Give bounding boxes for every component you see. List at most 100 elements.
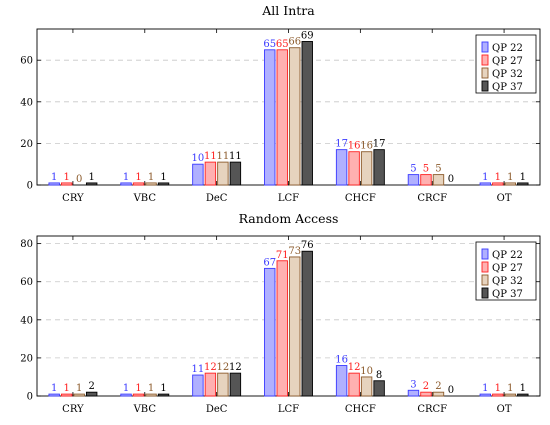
data-label: 16: [360, 141, 373, 152]
data-label: 1: [148, 383, 154, 394]
legend-label: QP 37: [492, 82, 523, 93]
data-label: 2: [423, 381, 429, 392]
x-tick-label: CRY: [62, 404, 84, 415]
data-label: 3: [410, 379, 416, 390]
bar: [73, 393, 85, 397]
bar: [432, 174, 445, 186]
bar: [120, 182, 132, 186]
data-label: 12: [204, 362, 217, 373]
x-tick-label: LCF: [278, 193, 299, 204]
legend-label: QP 32: [492, 69, 523, 80]
bar: [276, 49, 288, 186]
bar: [145, 182, 157, 186]
y-tick-label: 60: [20, 56, 33, 67]
y-tick-label: 80: [20, 239, 33, 250]
data-label: 76: [301, 240, 314, 251]
data-label: 11: [192, 364, 205, 375]
y-tick-label: 60: [20, 277, 33, 288]
bar: [204, 372, 217, 397]
bar: [504, 182, 517, 186]
data-label: 10: [192, 153, 205, 164]
bar: [60, 182, 73, 186]
bar: [517, 393, 529, 397]
bar: [264, 49, 276, 186]
bar: [420, 391, 432, 397]
legend-swatch: [481, 261, 489, 273]
legend-swatch: [481, 54, 489, 66]
bar: [479, 182, 492, 186]
bar: [204, 161, 217, 186]
data-label: 0: [448, 385, 454, 396]
bar: [360, 151, 373, 186]
data-label: 17: [335, 139, 348, 150]
x-tick-label: DeC: [206, 404, 228, 415]
data-label: 1: [148, 172, 154, 183]
data-label: 1: [495, 383, 501, 394]
chart-title: All Intra: [261, 3, 315, 18]
bar: [348, 151, 360, 186]
data-label: 11: [217, 151, 230, 162]
bar: [432, 391, 445, 397]
plot-frame: [36, 28, 541, 186]
data-label: 0: [76, 174, 82, 185]
data-label: 5: [423, 164, 429, 175]
legend-label: QP 22: [492, 250, 523, 261]
y-tick-label: 40: [20, 315, 33, 326]
bar: [289, 256, 301, 397]
y-tick-label: 0: [27, 392, 33, 403]
bar: [517, 182, 529, 186]
bar: [492, 393, 504, 397]
data-label: 12: [229, 362, 242, 373]
legend-swatch: [481, 287, 489, 299]
y-tick-label: 20: [20, 353, 33, 364]
data-label: 1: [482, 383, 488, 394]
data-label: 1: [520, 172, 526, 183]
bar: [192, 374, 204, 397]
data-label: 1: [51, 383, 57, 394]
data-label: 16: [348, 141, 361, 152]
bar: [229, 161, 242, 186]
legend-swatch: [481, 248, 489, 260]
legend-label: QP 22: [492, 43, 523, 54]
data-label: 16: [335, 355, 348, 366]
y-tick-label: 20: [20, 139, 33, 150]
bar: [48, 393, 60, 397]
bar: [192, 163, 204, 186]
x-tick-label: OT: [497, 193, 512, 204]
data-label: 11: [204, 151, 217, 162]
data-label: 65: [276, 39, 289, 50]
x-tick-label: CRCF: [417, 193, 447, 204]
data-label: 2: [88, 381, 94, 392]
bar: [289, 47, 301, 186]
data-label: 11: [229, 151, 242, 162]
data-label: 66: [288, 37, 301, 48]
y-tick-label: 40: [20, 97, 33, 108]
bar: [479, 393, 492, 397]
bar: [301, 250, 313, 397]
bar: [407, 389, 420, 397]
x-tick-label: DeC: [206, 193, 228, 204]
bar: [276, 260, 288, 397]
bar: [132, 182, 145, 186]
data-label: 1: [63, 383, 69, 394]
data-label: 73: [288, 246, 301, 257]
data-label: 1: [520, 383, 526, 394]
data-label: 1: [160, 172, 166, 183]
bar: [360, 376, 373, 397]
bar: [420, 174, 432, 186]
bar: [492, 182, 504, 186]
x-tick-label: CHCF: [345, 193, 376, 204]
x-tick-label: OT: [497, 404, 512, 415]
data-label: 12: [348, 362, 361, 373]
bar: [132, 393, 145, 397]
data-label: 1: [123, 383, 129, 394]
x-tick-label: VBC: [133, 193, 157, 204]
legend-label: QP 27: [492, 263, 523, 274]
data-label: 67: [263, 257, 276, 268]
legend-swatch: [481, 274, 489, 286]
bar: [335, 149, 348, 186]
data-label: 12: [217, 362, 230, 373]
